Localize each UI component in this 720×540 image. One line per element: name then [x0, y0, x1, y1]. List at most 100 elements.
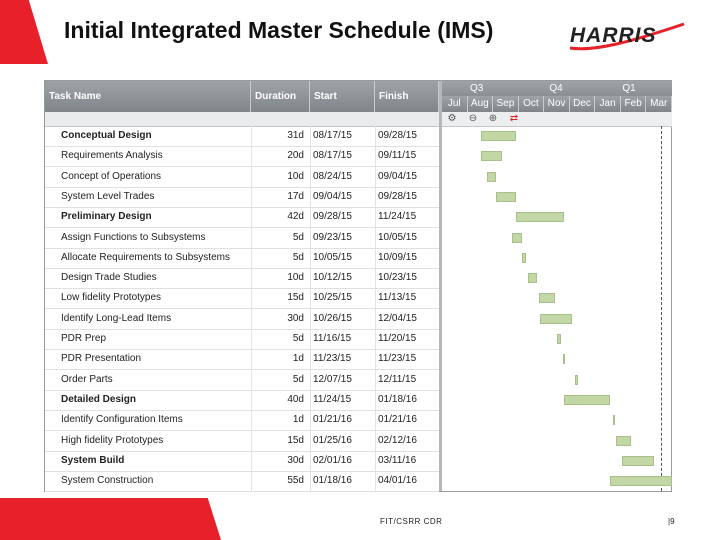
gantt-bar[interactable] — [481, 151, 503, 162]
task-row[interactable]: System Level Trades 17d 09/04/15 09/28/15 — [45, 187, 439, 208]
column-header-finish[interactable]: Finish — [375, 81, 439, 112]
gantt-bar[interactable] — [621, 455, 655, 466]
task-start: 11/24/15 — [313, 393, 352, 405]
task-finish: 11/24/15 — [378, 211, 417, 223]
task-name: Preliminary Design — [61, 211, 152, 223]
gantt-bar[interactable] — [481, 131, 517, 141]
svg-text:HARRIS: HARRIS — [570, 24, 657, 47]
footer-accent — [0, 498, 221, 540]
task-row[interactable]: Preliminary Design 42d 09/28/15 11/24/15 — [45, 207, 439, 229]
task-row[interactable]: Concept of Operations 10d 08/24/15 09/04/15 — [45, 167, 439, 188]
task-finish: 01/21/16 — [378, 414, 417, 426]
gantt-bar[interactable] — [557, 334, 561, 344]
task-duration: 5d — [292, 373, 304, 385]
task-duration: 30d — [287, 312, 304, 324]
pane-splitter[interactable] — [439, 81, 442, 491]
task-row[interactable]: Identify Long-Lead Items 30d 10/26/15 12/04… — [45, 309, 439, 330]
gantt-chart: Task Name Duration Start Finish Conceptu… — [44, 80, 672, 493]
task-duration: 30d — [287, 454, 304, 466]
month-label: Feb — [621, 96, 647, 112]
task-start: 10/12/15 — [313, 272, 352, 284]
task-duration: 20d — [287, 150, 304, 162]
zoom-out-icon[interactable]: ⊖ — [468, 113, 478, 124]
gantt-bar[interactable] — [528, 273, 538, 284]
task-start: 09/23/15 — [313, 231, 352, 243]
task-finish: 12/04/15 — [378, 312, 417, 324]
gantt-bar[interactable] — [539, 293, 555, 304]
task-duration: 40d — [287, 393, 304, 405]
task-row[interactable]: System Build 30d 02/01/16 03/11/16 — [45, 451, 439, 472]
task-row[interactable]: System Construction 55d 01/18/16 04/01/16 — [45, 471, 439, 493]
grid-subheader — [45, 112, 439, 127]
task-finish: 03/11/16 — [378, 454, 417, 466]
zoom-in-icon[interactable]: ⊕ — [488, 113, 498, 124]
gantt-bar[interactable] — [564, 394, 611, 405]
gantt-bar[interactable] — [539, 313, 573, 324]
task-name: System Build — [61, 454, 125, 466]
critical-path-icon[interactable]: ⇄ — [509, 113, 519, 124]
month-header: Jul Aug Sep Oct Nov Dec Jan Feb Mar — [442, 96, 672, 112]
task-duration: 17d — [287, 190, 304, 202]
task-duration: 1d — [292, 414, 304, 426]
gantt-bar[interactable] — [615, 435, 631, 446]
task-name: Concept of Operations — [61, 170, 162, 182]
gantt-bar[interactable] — [522, 252, 526, 263]
task-row[interactable]: Order Parts 5d 12/07/15 12/11/15 — [45, 370, 439, 391]
task-start: 01/18/16 — [313, 475, 352, 487]
task-row[interactable]: Detailed Design 40d 11/24/15 01/18/16 — [45, 390, 439, 411]
month-label: Mar — [646, 96, 672, 112]
slide-title: Initial Integrated Master Schedule (IMS) — [64, 17, 494, 43]
task-name: Requirements Analysis — [61, 150, 163, 162]
timeline-toolbar: ⚙ ⊖ ⊕ ⇄ — [442, 112, 672, 127]
task-duration: 55d — [287, 475, 304, 487]
column-header-start[interactable]: Start — [310, 81, 375, 112]
gantt-bar[interactable] — [574, 374, 579, 385]
gantt-bar[interactable] — [610, 476, 672, 487]
task-duration: 5d — [292, 231, 304, 243]
task-row[interactable]: Conceptual Design 31d 08/17/15 09/28/15 — [45, 126, 439, 147]
task-name: System Construction — [61, 475, 154, 487]
task-start: 09/28/15 — [313, 211, 352, 223]
task-start: 10/26/15 — [313, 312, 352, 324]
task-name: PDR Presentation — [61, 353, 142, 365]
gantt-bar[interactable] — [487, 171, 497, 182]
task-row[interactable]: PDR Presentation 1d 11/23/15 11/23/15 — [45, 349, 439, 371]
gantt-bar[interactable] — [496, 191, 517, 202]
task-name: Detailed Design — [61, 393, 137, 405]
task-row[interactable]: Assign Functions to Subsystems 5d 09/23/15… — [45, 228, 439, 249]
task-finish: 09/11/15 — [378, 150, 417, 162]
task-row[interactable]: Low fidelity Prototypes 15d 10/25/15 11/13/… — [45, 288, 439, 310]
gantt-bar[interactable] — [612, 415, 615, 426]
task-row[interactable]: Requirements Analysis 20d 08/17/15 09/11/15 — [45, 146, 439, 168]
task-finish: 02/12/16 — [378, 434, 417, 446]
month-label: Sep — [493, 96, 519, 112]
task-start: 10/05/15 — [313, 251, 352, 263]
task-duration: 15d — [287, 434, 304, 446]
gantt-bar[interactable] — [516, 212, 565, 223]
task-finish: 04/01/16 — [378, 475, 417, 487]
task-finish: 09/28/15 — [378, 130, 417, 141]
column-header-duration[interactable]: Duration — [251, 81, 310, 112]
task-finish: 10/09/15 — [378, 251, 417, 263]
quarter-header: Q3 Q4 Q1 — [442, 81, 672, 96]
task-duration: 1d — [292, 353, 304, 365]
column-header-task-name[interactable]: Task Name — [45, 81, 251, 112]
task-duration: 15d — [287, 292, 304, 304]
task-duration: 42d — [287, 211, 304, 223]
page-number: |9 — [668, 517, 675, 526]
task-duration: 10d — [287, 170, 304, 182]
task-start: 10/25/15 — [313, 292, 352, 304]
gantt-bar[interactable] — [563, 354, 566, 365]
gantt-bar[interactable] — [512, 232, 523, 243]
task-start: 08/17/15 — [313, 130, 352, 141]
task-finish: 10/23/15 — [378, 272, 417, 284]
task-duration: 5d — [292, 251, 304, 263]
task-row[interactable]: High fidelity Prototypes 15d 01/25/16 02/12… — [45, 431, 439, 452]
task-row[interactable]: Design Trade Studies 10d 10/12/15 10/23/15 — [45, 268, 439, 290]
task-row[interactable]: Allocate Requirements to Subsystems 5d 10/… — [45, 248, 439, 269]
gear-icon[interactable]: ⚙ — [447, 113, 457, 124]
task-row[interactable]: PDR Prep 5d 11/16/15 11/20/15 — [45, 329, 439, 350]
task-row[interactable]: Identify Configuration Items 1d 01/21/16 01… — [45, 410, 439, 432]
timeline-pane: Q3 Q4 Q1 Jul Aug Sep Oct Nov Dec Jan Feb Mar ⚙ ⊖… — [442, 81, 672, 491]
quarter-label: Q3 — [470, 83, 484, 94]
